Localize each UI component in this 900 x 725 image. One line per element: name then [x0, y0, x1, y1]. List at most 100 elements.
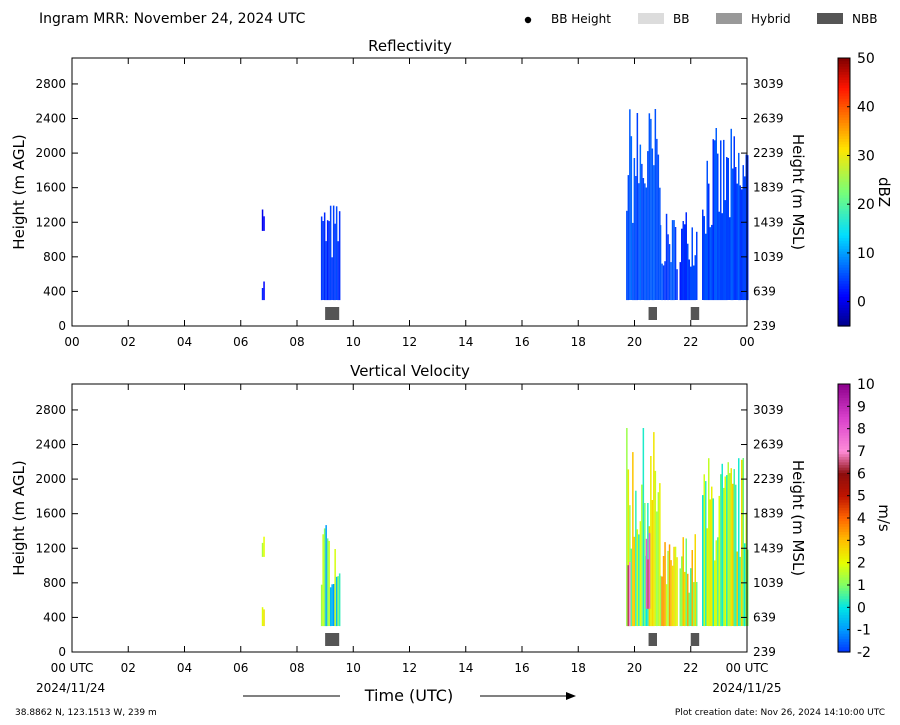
echo-column — [685, 538, 687, 626]
colorbar-segment — [838, 301, 850, 306]
echo-column — [647, 151, 649, 301]
echo-column — [657, 154, 660, 300]
echo-column — [733, 469, 735, 627]
echo-column — [642, 178, 645, 300]
echo-column — [263, 609, 265, 627]
y-tick-label: 2400 — [35, 112, 66, 126]
echo-column — [702, 495, 704, 626]
colorbar-segment — [838, 475, 850, 479]
y-tick-label-right: 2639 — [753, 112, 784, 126]
colorbar-segment — [838, 232, 850, 236]
echo-column — [653, 432, 655, 627]
echo-column — [632, 222, 634, 301]
echo-column — [724, 476, 726, 626]
colorbar-segment — [838, 512, 850, 516]
colorbar-segment — [838, 291, 850, 295]
colorbar-segment — [838, 192, 850, 196]
colorbar-segment — [838, 448, 850, 452]
echo-column — [679, 568, 681, 627]
y-tick-label: 2400 — [35, 438, 66, 452]
colorbar-segment — [838, 269, 850, 273]
echo-column — [261, 209, 264, 231]
colorbar-segment — [838, 103, 850, 107]
echo-column — [688, 592, 690, 627]
echo-column — [662, 556, 665, 627]
colorbar-segment — [838, 542, 850, 546]
colorbar-tick-label: -2 — [857, 645, 871, 661]
colorbar-segment — [838, 469, 850, 474]
echo-column — [673, 220, 675, 301]
echo-column — [633, 536, 636, 627]
colorbar-segment — [838, 170, 850, 174]
y-tick-label: 400 — [43, 284, 66, 298]
echo-column — [650, 456, 652, 627]
colorbar-segment — [838, 253, 850, 257]
echo-column — [717, 153, 719, 301]
colorbar-segment — [838, 480, 850, 484]
echo-column — [334, 223, 336, 301]
y-tick-label-right: 2239 — [753, 472, 784, 486]
colorbar-segment — [838, 619, 850, 624]
colorbar-segment — [838, 200, 850, 204]
colorbar-segment — [838, 138, 850, 142]
echo-column — [657, 492, 660, 626]
echo-column — [720, 140, 722, 301]
colorbar-tick-label: 5 — [857, 489, 866, 505]
colorbar-segment — [838, 408, 850, 412]
echo-region — [626, 428, 661, 627]
colorbar-tick-label: 20 — [857, 197, 875, 213]
colorbar-segment — [838, 79, 850, 83]
colorbar-tick-label: 9 — [857, 399, 866, 415]
colorbar-segment — [838, 491, 850, 495]
y-tick-label-right: 3039 — [753, 403, 784, 417]
panel-title: Vertical Velocity — [350, 362, 470, 380]
y-tick-label-right: 639 — [753, 284, 776, 298]
colorbar-segment — [838, 566, 850, 570]
colorbar-tick-label: 0 — [857, 295, 866, 311]
colorbar-segment — [838, 501, 850, 506]
colorbar-segment — [838, 58, 850, 62]
x-axis-label: Time (UTC) — [364, 686, 453, 705]
colorbar-tick-label: 4 — [857, 511, 866, 527]
x-tick-label: 00 — [739, 335, 754, 349]
reflectivity-panel: Reflectivity Height (m AGL) Height (m MS… — [10, 37, 893, 349]
echo-column — [644, 183, 646, 301]
y-tick-label: 2000 — [35, 472, 66, 486]
echo-column — [738, 152, 740, 301]
x-tick-label: 10 — [346, 335, 361, 349]
colorbar-segment — [838, 323, 850, 327]
colorbar-segment — [838, 280, 850, 284]
legend-label: Hybrid — [751, 12, 791, 26]
echo-column — [661, 263, 663, 301]
echo-column — [693, 582, 695, 627]
colorbar-segment — [838, 515, 850, 519]
echo-column — [322, 534, 324, 627]
echo-column — [735, 484, 737, 627]
colorbar-segment — [838, 384, 850, 388]
colorbar-segment — [838, 534, 850, 538]
colorbar-segment — [838, 304, 850, 308]
bb-height-dot-icon — [524, 16, 532, 24]
colorbar-segment — [838, 472, 850, 476]
echo-region — [626, 109, 661, 301]
echo-column — [745, 512, 747, 626]
echo-column — [706, 160, 708, 301]
colorbar-segment — [838, 421, 850, 425]
echo-column — [709, 227, 711, 301]
x-tick-label: 18 — [571, 661, 586, 675]
colorbar-segment — [838, 108, 850, 113]
y-tick-label-right: 1039 — [753, 250, 784, 264]
y-tick-label-right: 639 — [753, 610, 776, 624]
colorbar-segment — [838, 405, 850, 409]
echo-column — [630, 548, 633, 627]
colorbar-segment — [838, 111, 850, 115]
location-text: 38.8862 N, 123.1513 W, 239 m — [15, 708, 157, 718]
colorbar-label: m/s — [875, 504, 893, 532]
colorbar-segment — [838, 585, 850, 589]
colorbar-segment — [838, 598, 850, 602]
colorbar-segment — [838, 317, 850, 322]
echo-column — [627, 469, 630, 627]
echo-column — [633, 158, 636, 301]
echo-column — [742, 165, 744, 301]
colorbar-tick-label: 30 — [857, 148, 875, 164]
